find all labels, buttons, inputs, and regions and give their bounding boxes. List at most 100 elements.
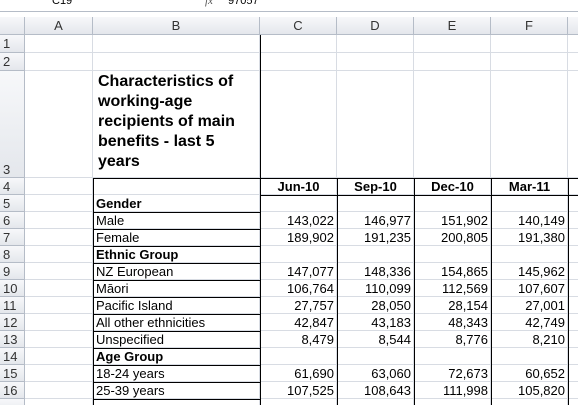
row-header[interactable]: 13 <box>0 331 25 348</box>
row-header[interactable]: 12 <box>0 314 25 331</box>
cell-border <box>337 178 338 405</box>
title: Characteristics of working-age recipient… <box>98 73 235 170</box>
cell <box>337 280 414 297</box>
value-cell: 28,050 <box>371 298 411 313</box>
formula-text[interactable]: 97057 <box>228 0 259 7</box>
cell <box>568 178 578 195</box>
cell <box>337 246 414 263</box>
cell <box>25 314 93 331</box>
value-cell: 27,757 <box>294 298 334 313</box>
row-header[interactable]: 3 <box>0 71 25 178</box>
cell <box>568 331 578 348</box>
column-header[interactable]: C <box>260 17 337 35</box>
row-header[interactable]: 10 <box>0 280 25 297</box>
cell <box>260 229 337 246</box>
value-cell: 72,673 <box>448 366 488 381</box>
row-header[interactable]: 2 <box>0 53 25 71</box>
cell <box>491 212 568 229</box>
section-label: Gender <box>96 196 142 211</box>
cell <box>93 263 260 280</box>
value-cell: 48,343 <box>448 315 488 330</box>
cell <box>568 382 578 399</box>
cell <box>491 314 568 331</box>
value-cell: 107,607 <box>518 281 565 296</box>
value-cell: 148,336 <box>364 264 411 279</box>
value-cell: 42,749 <box>525 315 565 330</box>
cell <box>414 314 491 331</box>
cell-border <box>93 229 260 230</box>
cell <box>337 178 414 195</box>
row-header[interactable]: 6 <box>0 212 25 229</box>
row-label: Unspecified <box>96 332 164 347</box>
cell <box>260 280 337 297</box>
cell <box>93 178 260 195</box>
cell-border <box>93 178 94 405</box>
cell <box>260 348 337 365</box>
cell-border <box>491 178 492 405</box>
row-header[interactable]: 9 <box>0 263 25 280</box>
cell <box>414 297 491 314</box>
row-header[interactable]: 4 <box>0 178 25 195</box>
column-header[interactable]: B <box>93 17 260 35</box>
row-header[interactable]: 11 <box>0 297 25 314</box>
cell <box>337 331 414 348</box>
cell <box>93 314 260 331</box>
cell <box>414 53 491 71</box>
cell <box>491 178 568 195</box>
cell <box>491 399 568 405</box>
value-cell: 189,902 <box>287 230 334 245</box>
cell <box>260 212 337 229</box>
name-box[interactable]: C19 <box>52 0 73 7</box>
cell-border <box>93 314 260 315</box>
row-header[interactable]: 8 <box>0 246 25 263</box>
row-header[interactable]: 1 <box>0 35 25 53</box>
cell <box>568 53 578 71</box>
corner <box>0 17 25 35</box>
cell <box>93 382 260 399</box>
cell <box>93 246 260 263</box>
value-cell: 43,183 <box>371 315 411 330</box>
row-label: Pacific Island <box>96 298 173 313</box>
cell-border <box>93 382 260 383</box>
cell-border <box>568 178 569 405</box>
cell <box>25 53 93 71</box>
cell-border <box>414 178 415 405</box>
cell <box>93 195 260 212</box>
cell <box>25 195 93 212</box>
row-label: NZ European <box>96 264 174 279</box>
cell-border <box>93 212 260 213</box>
value-cell: 154,865 <box>441 264 488 279</box>
cell <box>260 53 337 71</box>
cell <box>25 212 93 229</box>
cell <box>25 365 93 382</box>
column-header[interactable]: F <box>491 17 568 35</box>
cell <box>568 348 578 365</box>
cell <box>25 178 93 195</box>
cell <box>337 71 414 178</box>
column-header[interactable]: D <box>337 17 414 35</box>
column-header[interactable]: E <box>414 17 491 35</box>
column-header[interactable]: A <box>25 17 93 35</box>
row-label: 18-24 years <box>96 366 165 381</box>
cell <box>414 35 491 53</box>
cell <box>414 263 491 280</box>
cell <box>93 53 260 71</box>
cell <box>414 246 491 263</box>
cell <box>337 297 414 314</box>
value-cell: 106,764 <box>287 281 334 296</box>
row-header[interactable]: 7 <box>0 229 25 246</box>
row-header[interactable]: 14 <box>0 348 25 365</box>
column-title: Mar-11 <box>508 179 551 194</box>
cell <box>93 229 260 246</box>
cell <box>260 365 337 382</box>
row-header[interactable]: 16 <box>0 382 25 399</box>
cell <box>93 71 260 178</box>
cell <box>260 35 337 53</box>
cell <box>568 399 578 405</box>
cell <box>414 280 491 297</box>
row-header[interactable]: 15 <box>0 365 25 382</box>
row-header[interactable]: 5 <box>0 195 25 212</box>
cell <box>93 348 260 365</box>
cell-border <box>93 280 260 281</box>
cell <box>337 382 414 399</box>
